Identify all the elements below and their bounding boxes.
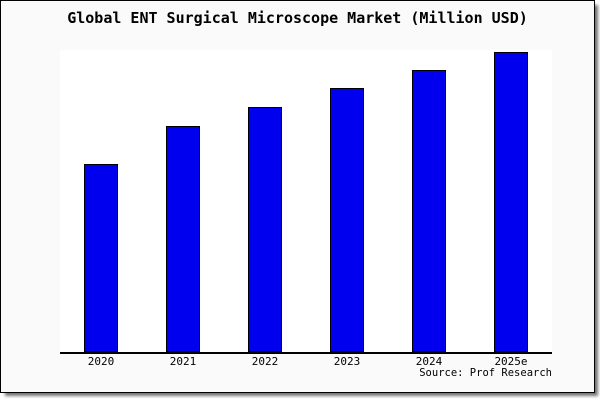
x-tick-label-2025e: 2025e <box>494 355 528 368</box>
chart-title: Global ENT Surgical Microscope Market (M… <box>67 9 528 27</box>
bar-2020 <box>84 164 118 352</box>
bar-2024 <box>412 70 446 352</box>
x-axis: 2020 2021 2022 2023 2024 2025e <box>60 355 552 370</box>
source-label: Source: Prof Research <box>419 367 552 379</box>
x-tick-label-2022: 2022 <box>251 355 279 368</box>
chart-figure: Global ENT Surgical Microscope Market (M… <box>0 0 595 393</box>
x-tick-label-2020: 2020 <box>87 355 115 368</box>
x-tick-label-2023: 2023 <box>333 355 361 368</box>
x-tick-label-2024: 2024 <box>415 355 443 368</box>
plot-area <box>60 50 552 354</box>
bar-2022 <box>248 107 282 352</box>
bar-2023 <box>330 88 364 352</box>
x-tick-label-2021: 2021 <box>169 355 197 368</box>
bar-2025e <box>494 52 528 352</box>
bar-2021 <box>166 126 200 352</box>
